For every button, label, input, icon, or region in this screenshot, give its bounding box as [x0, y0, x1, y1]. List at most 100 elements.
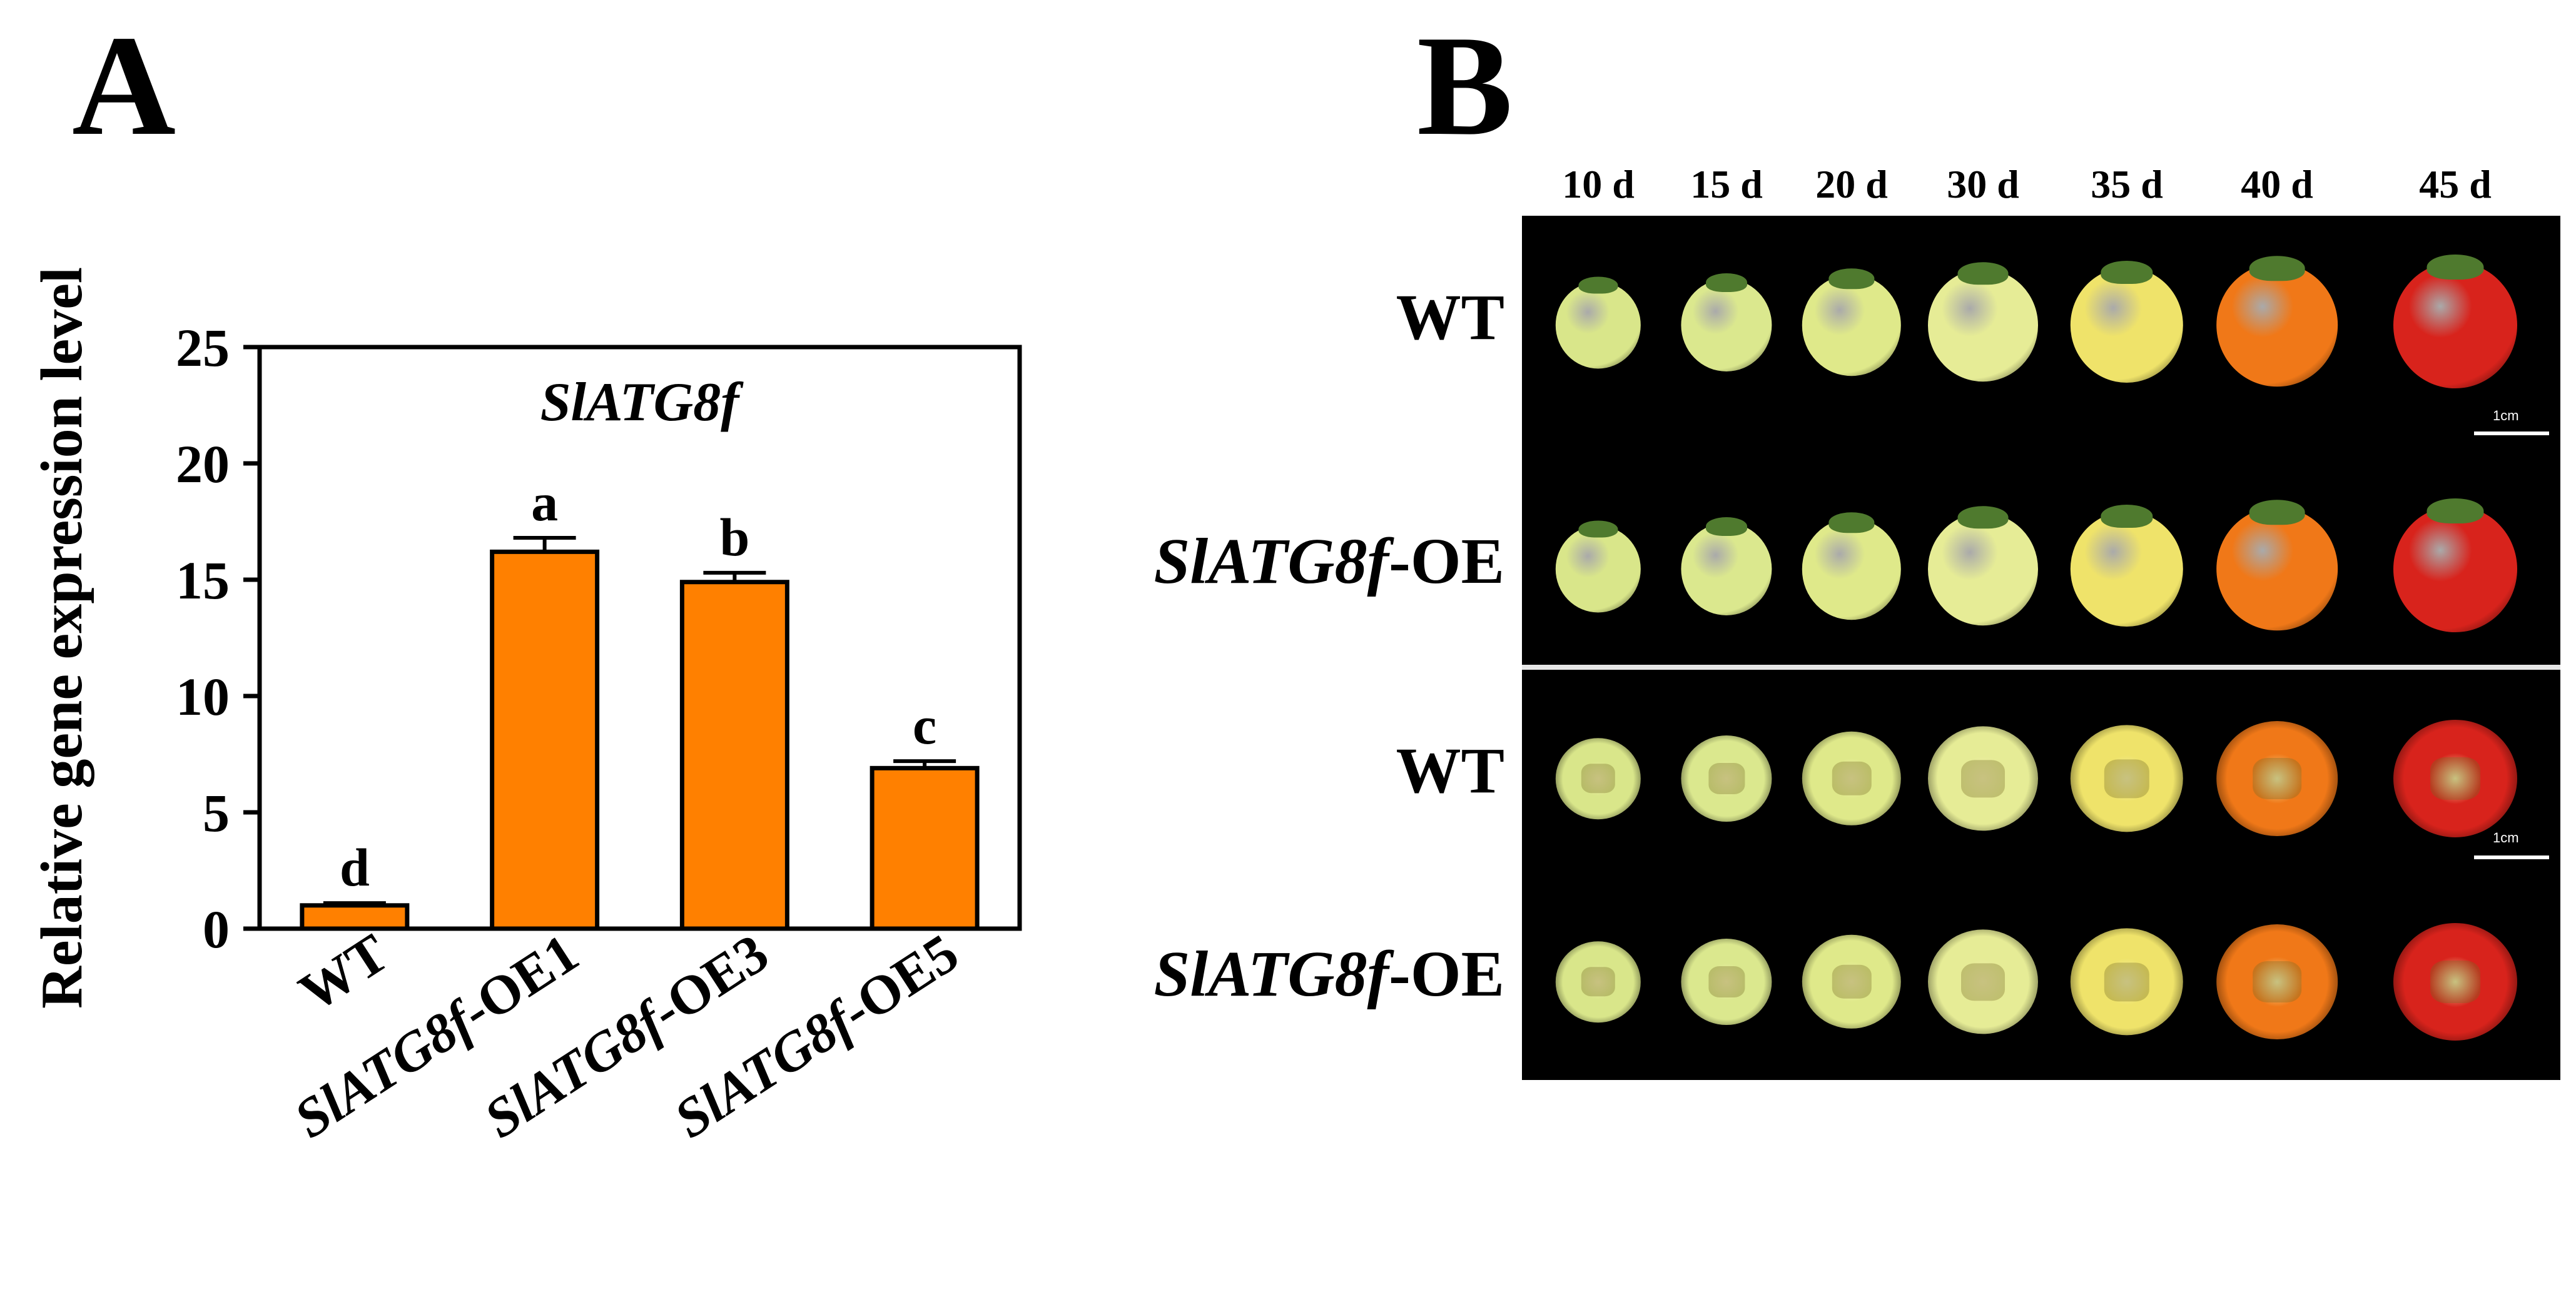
whole-fruit [1555, 520, 1641, 613]
fruit-section [1555, 941, 1641, 1022]
significance-letter: c [913, 695, 936, 755]
fruit-section [2070, 928, 2184, 1036]
bar-chart: SlATG8f 0 5 10 15 20 25 Relative gene expressio… [29, 267, 1022, 1150]
y-tick-label: 15 [176, 550, 230, 610]
calyx [1705, 517, 1748, 536]
row-label: WT [1396, 280, 1504, 355]
fruit-section [2393, 719, 2517, 838]
whole-fruit [1681, 273, 1772, 372]
whole-fruit [1555, 276, 1641, 369]
scale-bar [2474, 431, 2549, 435]
row-label: WT [1396, 734, 1504, 808]
significance-letter: b [719, 507, 749, 567]
whole-fruit [1802, 512, 1902, 620]
calyx [2249, 500, 2305, 525]
locule [2104, 962, 2150, 1001]
panel-b-letter: B [1417, 6, 1513, 165]
locule [1832, 964, 1872, 999]
row-label-gene: SlATG8f [1154, 525, 1389, 597]
locule [1708, 966, 1745, 997]
day-label: 15 d [1690, 162, 1763, 206]
day-label: 45 d [2419, 162, 2492, 206]
calyx [2101, 260, 2153, 284]
locule [2253, 757, 2301, 800]
significance-letter: a [531, 472, 558, 532]
fruit-section [2216, 721, 2338, 836]
calyx [2101, 504, 2153, 528]
whole-fruit [2216, 256, 2338, 387]
day-label: 40 d [2241, 162, 2313, 206]
fruit-section [1681, 939, 1772, 1025]
y-tick-label: 10 [176, 667, 230, 727]
row-label-gene: SlATG8f [1154, 938, 1389, 1010]
photo-divider [1522, 665, 2560, 670]
fruit-section [2216, 924, 2338, 1039]
calyx [1957, 262, 2009, 285]
calyx [1957, 506, 2009, 529]
chart-title: SlATG8f [540, 372, 744, 433]
y-tick-label: 25 [176, 318, 230, 378]
locule [2104, 759, 2150, 798]
locule [2430, 757, 2480, 800]
fruit-section [1802, 934, 1902, 1029]
row-label-suffix: WT [1396, 281, 1504, 353]
locule [1581, 764, 1616, 794]
fruit-section [1555, 738, 1641, 819]
row-label-suffix: WT [1396, 735, 1504, 807]
locule [2430, 961, 2480, 1003]
fruit-photo-panel: 1cm 1cm [1522, 216, 2560, 1080]
scale-bar [2474, 855, 2549, 859]
whole-fruit [1928, 506, 2038, 625]
x-tick-label: WT [289, 922, 399, 1023]
row-label: SlATG8f-OE [1154, 524, 1504, 598]
fruit-section [1928, 929, 2038, 1034]
calyx [1828, 268, 1875, 289]
locule [2253, 961, 2301, 1003]
row-label-suffix: -OE [1389, 525, 1504, 597]
calyx [2426, 498, 2484, 524]
bar [870, 765, 980, 931]
bar [490, 549, 600, 931]
locule [1581, 967, 1616, 997]
whole-fruit [2070, 260, 2184, 383]
fruit-section [2393, 922, 2517, 1041]
locule [1708, 763, 1745, 794]
calyx [2426, 254, 2484, 280]
locule [1960, 962, 2006, 1001]
day-label: 35 d [2091, 162, 2163, 206]
bar [679, 580, 789, 931]
y-tick-label: 0 [203, 899, 230, 959]
calyx [2249, 256, 2305, 281]
day-label: 10 d [1562, 162, 1635, 206]
fruit-section [1681, 735, 1772, 822]
locule [1960, 759, 2006, 798]
y-tick-label: 20 [176, 434, 230, 494]
whole-fruit [2393, 498, 2517, 632]
fruit-section [2070, 725, 2184, 832]
whole-fruit [2393, 254, 2517, 388]
bar [300, 903, 410, 931]
row-label-suffix: -OE [1389, 938, 1504, 1010]
plot-frame [257, 345, 1022, 931]
calyx [1705, 273, 1748, 292]
y-tick-label: 5 [203, 783, 230, 843]
whole-fruit [1928, 262, 2038, 381]
scale-bar-label: 1cm [2493, 830, 2519, 845]
panel-a-letter: A [72, 6, 176, 165]
whole-fruit [2216, 500, 2338, 631]
day-label: 30 d [1947, 162, 2019, 206]
whole-fruit [2070, 504, 2184, 627]
row-label: SlATG8f-OE [1154, 937, 1504, 1011]
calyx [1578, 520, 1618, 538]
day-label: 20 d [1815, 162, 1888, 206]
fruit-section [1802, 731, 1902, 826]
y-axis-label: Relative gene expression level [29, 267, 94, 1009]
locule [1832, 761, 1872, 796]
calyx [1578, 276, 1618, 294]
significance-letter: d [340, 837, 370, 897]
scale-bar-label: 1cm [2493, 408, 2519, 423]
whole-fruit [1681, 517, 1772, 616]
fruit-section [1928, 726, 2038, 831]
calyx [1828, 512, 1875, 533]
whole-fruit [1802, 268, 1902, 376]
